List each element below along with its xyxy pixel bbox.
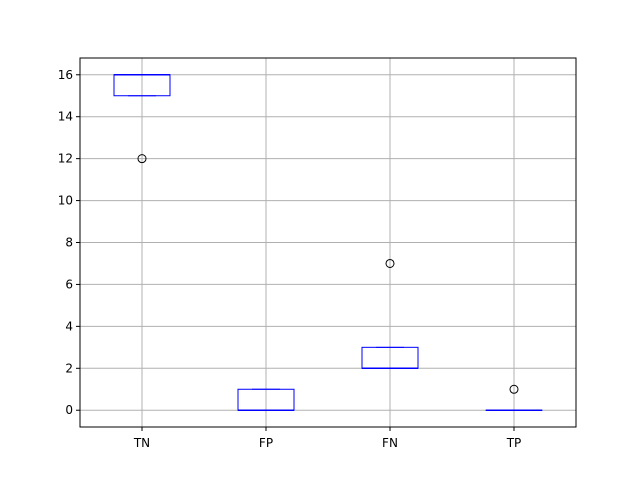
outlier-point (137, 154, 147, 164)
x-tick-label: FP (259, 436, 273, 450)
box-tp (485, 384, 543, 411)
outlier-point (509, 384, 519, 394)
box-tn (113, 74, 171, 164)
x-axis: TN FP FN TP (133, 427, 521, 450)
x-tick-label: FN (382, 436, 398, 450)
box-fn (361, 258, 419, 370)
box-fp (237, 388, 295, 411)
y-tick-label: 0 (65, 403, 73, 417)
y-tick-label: 2 (65, 361, 73, 375)
box-series (113, 74, 543, 411)
y-tick-label: 4 (65, 319, 73, 333)
y-tick-label: 6 (65, 277, 73, 291)
y-tick-label: 10 (58, 194, 73, 208)
outlier-point (385, 258, 395, 268)
grid-lines (80, 58, 576, 427)
y-axis: 0 2 4 6 8 10 12 14 16 (58, 68, 80, 417)
y-tick-label: 12 (58, 152, 73, 166)
y-tick-label: 16 (58, 68, 73, 82)
x-tick-label: TP (506, 436, 522, 450)
y-tick-label: 14 (58, 110, 73, 124)
y-tick-label: 8 (65, 236, 73, 250)
x-tick-label: TN (133, 436, 150, 450)
